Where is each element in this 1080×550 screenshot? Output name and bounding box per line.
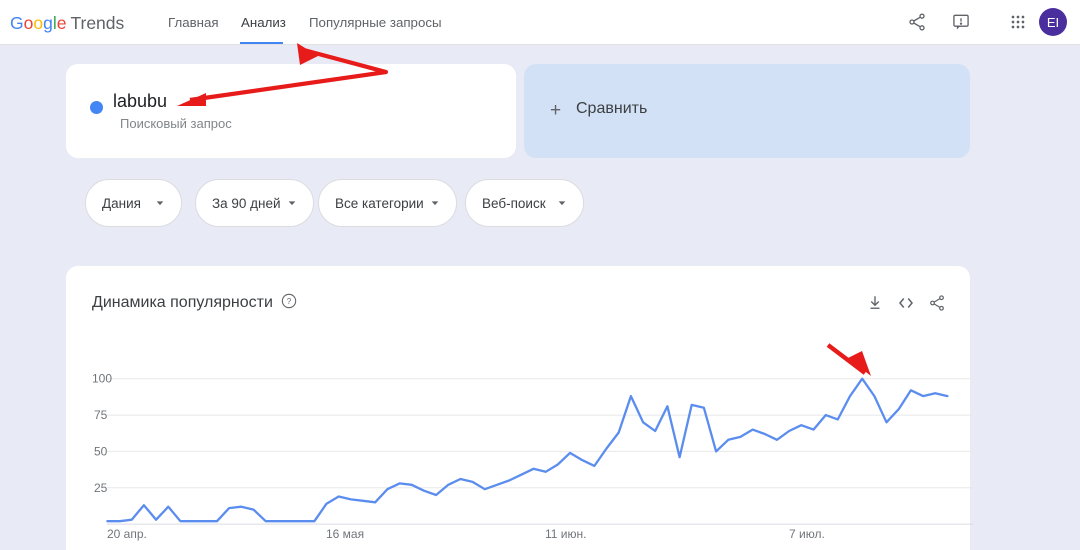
- svg-text:20 апр.: 20 апр.: [107, 527, 147, 541]
- svg-text:16 мая: 16 мая: [326, 527, 364, 541]
- svg-text:25: 25: [94, 481, 108, 495]
- svg-text:11 июн.: 11 июн.: [545, 527, 586, 541]
- svg-text:7 июл.: 7 июл.: [789, 527, 825, 541]
- svg-text:75: 75: [94, 408, 108, 422]
- svg-text:100: 100: [92, 372, 112, 386]
- svg-text:50: 50: [94, 444, 108, 458]
- svg-text:?: ?: [287, 297, 292, 306]
